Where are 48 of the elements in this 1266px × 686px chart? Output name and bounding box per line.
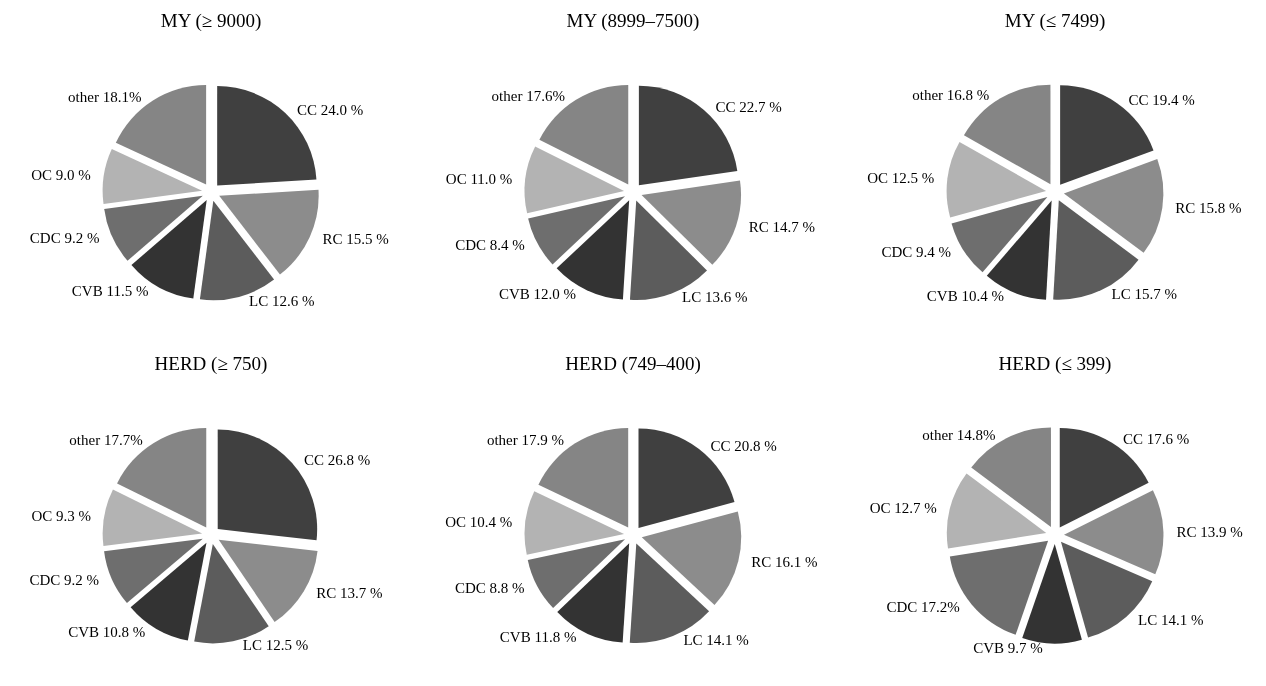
slice-label: RC 16.1 % [751,554,818,571]
slice-label: RC 15.5 % [322,230,389,247]
slice-label: LC 12.5 % [242,637,309,654]
slice-label: OC 10.4 % [445,513,513,530]
slice-label: CDC 9.4 % [881,244,952,261]
slice-label: other 18.1% [68,89,142,106]
slice-label: LC 15.7 % [1111,286,1177,302]
slice-label: CVB 9.7 % [973,639,1043,656]
chart-title: HERD (749–400) [565,353,701,375]
slice-label: other 14.8% [922,426,996,443]
chart-title: HERD (≥ 750) [154,353,268,375]
slice-label: other 17.6% [491,88,565,105]
slice-label: CDC 8.4 % [455,237,525,254]
slice-label: CDC 9.2 % [29,572,100,589]
slice-label: CDC 17.2% [886,599,960,616]
slice-label: OC 12.5 % [867,170,935,187]
slice-label: CC 17.6 % [1123,431,1190,448]
slice-label: CVB 11.8 % [499,628,577,645]
slice-label: CVB 10.8 % [68,624,146,641]
slice-label: CDC 8.8 % [454,579,525,596]
slice-label: other 17.9 % [486,431,564,448]
slice-label: CC 22.7 % [715,99,782,116]
slice-label: CC 19.4 % [1128,91,1195,108]
chart-title: MY (≤ 7499) [1004,10,1106,32]
slice-label: RC 15.8 % [1175,200,1242,217]
chart-title: MY (≥ 9000) [160,10,262,32]
slice-label: CDC 9.2 % [29,230,100,247]
slice-label: LC 12.6 % [249,292,315,309]
slice-label: OC 12.7 % [869,500,937,517]
slice-label: OC 11.0 % [445,170,513,187]
slice-label: RC 13.7 % [316,585,383,602]
slice-label: CC 20.8 % [710,437,777,454]
chart-title: MY (8999–7500) [566,10,700,32]
slice-label: LC 14.1 % [683,631,749,648]
slice-label: other 17.7% [69,431,143,448]
slice-label: LC 13.6 % [682,289,748,306]
slice-label: LC 14.1 % [1138,611,1204,628]
chart-title: HERD (≤ 399) [998,353,1112,375]
slice-label: other 16.8 % [912,86,990,103]
slice-label: CVB 10.4 % [926,288,1004,305]
slice-label: CC 24.0 % [297,102,364,119]
slice-label: OC 9.3 % [31,508,92,525]
slice-label: CVB 11.5 % [71,282,149,299]
slice-label: RC 13.9 % [1176,523,1243,540]
slice-label: OC 9.0 % [31,167,91,184]
slice-label: CC 26.8 % [303,452,371,469]
slice-label: CVB 12.0 % [499,285,577,302]
slice-label: RC 14.7 % [748,219,816,236]
